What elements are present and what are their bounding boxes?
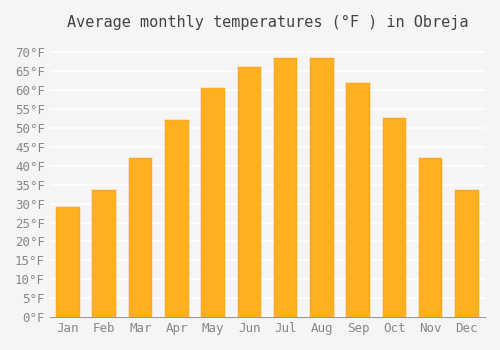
Bar (165, 120, 188, 317)
Bar (202, 88, 225, 317)
Bar (346, 83, 370, 317)
Bar (419, 158, 442, 317)
Bar (274, 58, 297, 317)
Title: Average monthly temperatures (°F ) in Obreja: Average monthly temperatures (°F ) in Ob… (66, 15, 468, 30)
Bar (128, 158, 152, 317)
Bar (92, 190, 116, 317)
Bar (382, 119, 406, 317)
Bar (310, 58, 334, 317)
Bar (56, 208, 80, 317)
Bar (455, 190, 478, 317)
Bar (238, 68, 261, 317)
